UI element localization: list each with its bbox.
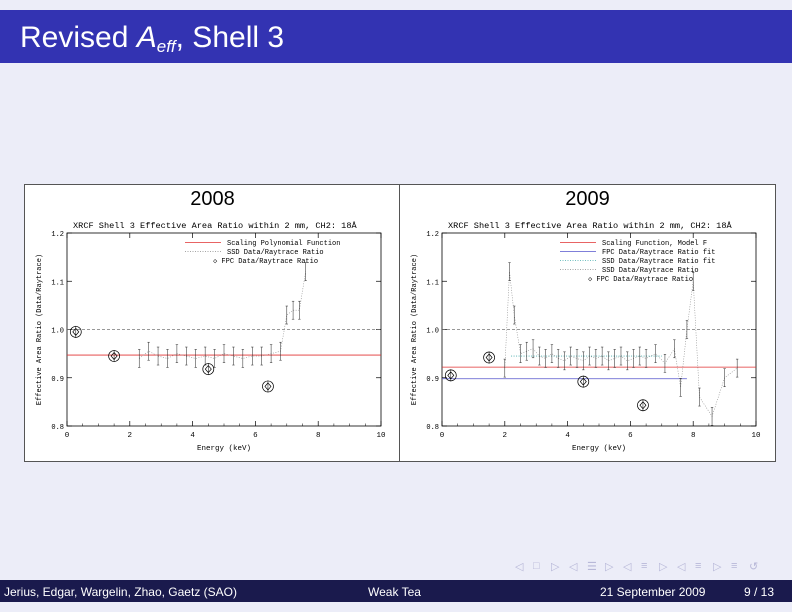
frame-divider (399, 185, 400, 461)
year-label-2009: 2009 (565, 188, 610, 210)
plot-title: XRCF Shell 3 Effective Area Ratio within… (448, 220, 732, 231)
chart-2009: XRCF Shell 3 Effective Area Ratio within… (411, 220, 761, 453)
title-bar: Revised Aeff, Shell 3 (0, 10, 792, 63)
title-text: Revised (20, 21, 137, 54)
nav-symbol-icon[interactable]: ◁ (677, 561, 686, 573)
footer-authors: Jerius, Edgar, Wargelin, Zhao, Gaetz (SA… (4, 585, 237, 599)
nav-symbol-icon[interactable]: ▷ (605, 561, 614, 573)
x-axis-label: Energy (keV) (197, 445, 251, 453)
x-tick-label: 6 (628, 432, 633, 440)
y-tick-label: 1.2 (426, 231, 439, 239)
nav-symbol-icon[interactable]: ▷ (551, 561, 560, 573)
footer-page: 9 / 13 (744, 585, 775, 599)
nav-symbol-icon[interactable]: ▷ (713, 561, 722, 573)
y-tick-label: 1.0 (51, 328, 64, 336)
plot-title: XRCF Shell 3 Effective Area Ratio within… (73, 220, 357, 231)
x-tick-label: 2 (128, 432, 133, 440)
y-tick-label: 0.9 (426, 376, 439, 384)
x-tick-label: 6 (253, 432, 258, 440)
x-tick-label: 8 (691, 432, 696, 440)
x-tick-label: 0 (65, 432, 70, 440)
figure-frame: 2008 2009 XRCF Shell 3 Effective Area Ra… (24, 184, 776, 462)
legend-label: FPC Data/Raytrace Ratio fit (602, 249, 715, 257)
title-variable: A (136, 21, 157, 54)
x-tick-label: 2 (503, 432, 508, 440)
footer: Jerius, Edgar, Wargelin, Zhao, Gaetz (SA… (0, 580, 792, 602)
title-rest: , Shell 3 (175, 21, 285, 54)
ssd-ratio-line (139, 271, 306, 359)
legend-label: SSD Data/Raytrace Ratio (227, 249, 324, 257)
nav-symbol-icon[interactable]: ▷ (659, 561, 668, 573)
beamer-navigation[interactable]: ◁ □ ▷ ◁ ☰ ▷ ◁ ≡ ▷ ◁ ≡ ▷ ≡ ↺ (515, 560, 785, 576)
x-tick-label: 10 (751, 432, 761, 440)
x-tick-label: 4 (190, 432, 195, 440)
x-tick-label: 4 (565, 432, 570, 440)
footer-date: 21 September 2009 (600, 585, 706, 599)
chart-2008: XRCF Shell 3 Effective Area Ratio within… (36, 220, 386, 453)
y-tick-label: 0.9 (51, 376, 64, 384)
x-tick-label: 8 (316, 432, 321, 440)
y-tick-label: 0.8 (51, 424, 64, 432)
x-tick-label: 0 (440, 432, 445, 440)
ssd-ratio-line (504, 271, 738, 418)
footer-talk-title: Weak Tea (368, 585, 421, 599)
nav-symbol-icon[interactable]: ☰ (587, 561, 597, 573)
y-tick-label: 1.1 (426, 279, 439, 287)
legend-label: ◇ FPC Data/Raytrace Ratio (213, 258, 318, 266)
legend-label: Scaling Polynomial Function (227, 240, 340, 248)
y-tick-label: 0.8 (426, 424, 439, 432)
legend-label: SSD Data/Raytrace Ratio (602, 267, 699, 275)
nav-symbol-icon[interactable]: ≡ (695, 560, 702, 572)
y-tick-label: 1.1 (51, 279, 64, 287)
nav-symbol-icon[interactable]: ◁ (623, 561, 632, 573)
nav-symbol-icon[interactable]: ◁ (569, 561, 578, 573)
y-tick-label: 1.0 (426, 328, 439, 336)
y-tick-label: 1.2 (51, 231, 64, 239)
legend-label: ◇ FPC Data/Raytrace Ratio (588, 276, 693, 284)
nav-symbol-icon[interactable]: □ (533, 560, 540, 572)
nav-symbol-icon[interactable]: ≡ (731, 560, 738, 572)
y-axis-label: Effective Area Ratio (Data/Raytrace) (36, 254, 44, 405)
x-tick-label: 10 (376, 432, 386, 440)
x-axis-label: Energy (keV) (572, 445, 626, 453)
legend-label: Scaling Function, Model F (602, 240, 707, 248)
nav-symbol-icon[interactable]: ≡ (641, 560, 648, 572)
year-label-2008: 2008 (190, 188, 235, 210)
title-subscript: eff (156, 37, 176, 56)
slide-title: Revised Aeff, Shell 3 (20, 21, 284, 64)
legend-label: SSD Data/Raytrace Ratio fit (602, 258, 715, 266)
y-axis-label: Effective Area Ratio (Data/Raytrace) (411, 254, 419, 405)
nav-symbol-icon[interactable]: ↺ (749, 561, 759, 573)
nav-symbol-icon[interactable]: ◁ (515, 561, 524, 573)
